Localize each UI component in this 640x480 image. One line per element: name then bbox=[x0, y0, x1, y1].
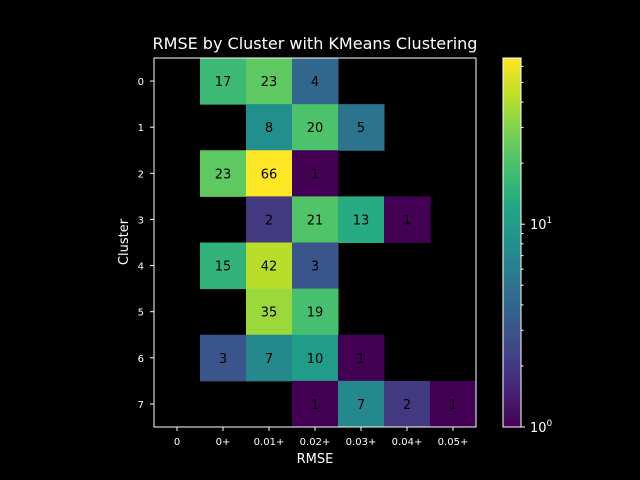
heatmap-cell bbox=[292, 380, 339, 428]
heatmap-cell bbox=[200, 334, 247, 382]
heatmap-cell bbox=[246, 196, 293, 243]
y-tick-label: 5 bbox=[138, 308, 144, 319]
cell-value-label: 1 bbox=[449, 398, 457, 413]
cell-value-label: 7 bbox=[265, 352, 273, 367]
cell-value-label: 4 bbox=[311, 75, 319, 90]
cell-value-label: 3 bbox=[311, 260, 319, 275]
heatmap-cell bbox=[292, 196, 339, 243]
heatmap-cell bbox=[246, 334, 293, 382]
heatmap-cell bbox=[292, 288, 339, 336]
heatmap-cell bbox=[338, 196, 385, 243]
cell-value-label: 35 bbox=[261, 306, 278, 321]
cell-value-label: 21 bbox=[307, 213, 324, 228]
y-tick-label: 4 bbox=[138, 262, 144, 273]
x-tick-label: 0.03+ bbox=[346, 437, 377, 448]
y-tick-label: 1 bbox=[138, 123, 144, 134]
cell-value-label: 42 bbox=[261, 260, 278, 275]
cell-value-label: 2 bbox=[265, 213, 273, 228]
x-tick-label: 0+ bbox=[216, 437, 231, 448]
x-axis: 0 0+ 0.01+ 0.02+ 0.03+ 0.04+ 0.05+ bbox=[174, 427, 469, 448]
cell-value-label: 1 bbox=[357, 352, 365, 367]
x-tick-label: 0.05+ bbox=[438, 437, 469, 448]
heatmap-cell bbox=[246, 150, 293, 197]
heatmap-cell bbox=[292, 104, 339, 151]
cell-value-label: 20 bbox=[307, 121, 324, 136]
cell-value-label: 3 bbox=[219, 352, 227, 367]
heatmap-cell bbox=[292, 58, 339, 105]
heatmap-cell bbox=[246, 58, 293, 105]
y-tick-label: 0 bbox=[138, 77, 144, 88]
chart-title: RMSE by Cluster with KMeans Clustering bbox=[153, 34, 478, 53]
x-tick-label: 0 bbox=[174, 437, 180, 448]
y-tick-label: 7 bbox=[138, 400, 144, 411]
heatmap-cell bbox=[338, 334, 385, 382]
cell-value-label: 1 bbox=[311, 167, 319, 182]
heatmap-cell bbox=[246, 242, 293, 290]
cell-value-label: 5 bbox=[357, 121, 365, 136]
cell-value-label: 66 bbox=[261, 167, 278, 182]
y-axis-label: Cluster bbox=[117, 218, 132, 265]
x-axis-label: RMSE bbox=[297, 452, 334, 467]
cell-value-label: 1 bbox=[311, 398, 319, 413]
cell-value-label: 2 bbox=[403, 398, 411, 413]
heatmap-cell bbox=[384, 380, 431, 428]
heatmap-cell bbox=[200, 242, 247, 290]
y-tick-label: 6 bbox=[138, 354, 144, 365]
cell-value-label: 10 bbox=[307, 352, 324, 367]
heatmap-cell bbox=[246, 288, 293, 336]
heatmap-cell bbox=[200, 58, 247, 105]
cell-value-label: 8 bbox=[265, 121, 273, 136]
heatmap-cell bbox=[338, 104, 385, 151]
x-tick-label: 0.04+ bbox=[392, 437, 423, 448]
heatmap-cells: 17 23 48 20 523 66 12 21 13 115 42 335 193 7 10 11 7 2 1 bbox=[200, 58, 477, 428]
heatmap-cell bbox=[430, 380, 477, 428]
cell-value-label: 13 bbox=[353, 213, 370, 228]
heatmap-cell bbox=[384, 196, 431, 243]
heatmap-cell bbox=[292, 150, 339, 197]
cell-value-label: 7 bbox=[357, 398, 365, 413]
heatmap-cell bbox=[200, 150, 247, 197]
y-axis: 0 1 2 3 4 5 6 7 bbox=[138, 77, 154, 411]
cell-value-label: 1 bbox=[403, 213, 411, 228]
y-tick-label: 2 bbox=[138, 169, 144, 180]
cell-value-label: 23 bbox=[261, 75, 278, 90]
heatmap-cell bbox=[338, 380, 385, 428]
x-tick-label: 0.01+ bbox=[254, 437, 285, 448]
cell-value-label: 19 bbox=[307, 306, 324, 321]
cell-value-label: 15 bbox=[215, 260, 232, 275]
y-tick-label: 3 bbox=[138, 215, 144, 226]
x-tick-label: 0.02+ bbox=[300, 437, 331, 448]
heatmap-cell bbox=[292, 334, 339, 382]
heatmap-cell bbox=[292, 242, 339, 290]
cell-value-label: 17 bbox=[215, 75, 232, 90]
heatmap-cell bbox=[246, 104, 293, 151]
colorbar-gradient bbox=[502, 57, 522, 428]
cell-value-label: 23 bbox=[215, 167, 232, 182]
